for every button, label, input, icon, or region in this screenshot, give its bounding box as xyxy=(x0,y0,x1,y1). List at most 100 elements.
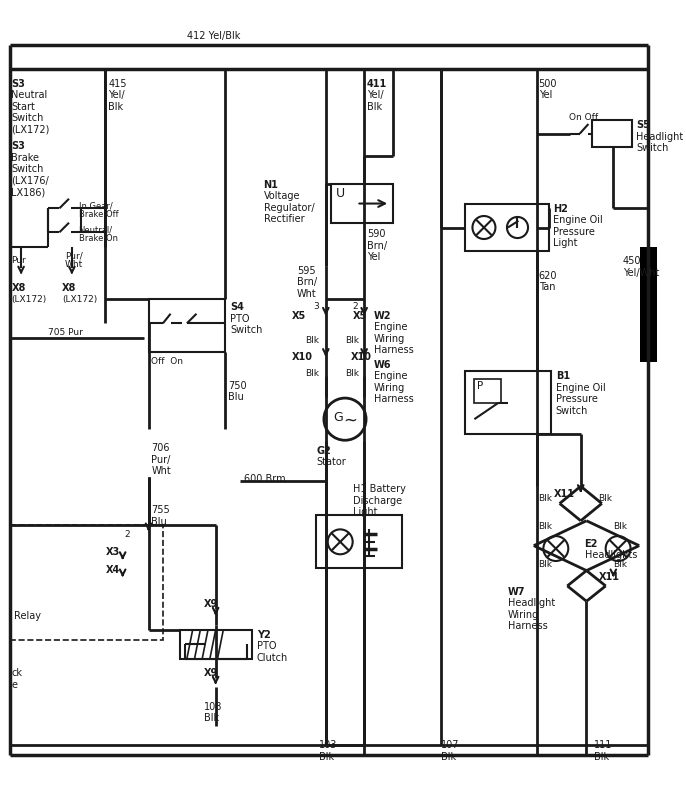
Text: Blk: Blk xyxy=(319,752,334,762)
Text: Blk: Blk xyxy=(305,336,319,345)
Text: W2: W2 xyxy=(374,311,391,321)
Text: X3: X3 xyxy=(106,546,119,557)
Text: Off  On: Off On xyxy=(152,357,183,366)
Text: Rectifier: Rectifier xyxy=(263,214,304,224)
Text: Engine: Engine xyxy=(374,371,407,382)
Text: G: G xyxy=(333,411,343,425)
Text: W7: W7 xyxy=(508,587,525,597)
Text: 415: 415 xyxy=(108,79,127,89)
Text: Harness: Harness xyxy=(374,394,414,404)
Text: Wht: Wht xyxy=(297,289,317,299)
Text: Pur/: Pur/ xyxy=(65,251,83,261)
Text: 755: 755 xyxy=(152,506,170,515)
Text: 411: 411 xyxy=(367,79,388,89)
Text: Neutral/: Neutral/ xyxy=(79,226,113,234)
Text: Headlight: Headlight xyxy=(508,598,555,608)
Text: Switch: Switch xyxy=(637,143,669,153)
Text: 450: 450 xyxy=(623,256,641,266)
Text: Blk: Blk xyxy=(594,752,609,762)
Text: Brake: Brake xyxy=(12,153,40,162)
Text: Blk: Blk xyxy=(305,370,319,378)
Text: (LX172): (LX172) xyxy=(62,294,97,303)
Text: X11: X11 xyxy=(554,489,575,499)
Text: 3: 3 xyxy=(314,302,319,311)
Text: Engine: Engine xyxy=(374,322,407,332)
Text: Harness: Harness xyxy=(508,622,547,631)
Text: Blk: Blk xyxy=(367,102,382,112)
Text: Blk: Blk xyxy=(108,102,123,112)
Text: PTO: PTO xyxy=(230,314,250,324)
Text: P: P xyxy=(477,381,484,391)
Text: Wht: Wht xyxy=(152,466,172,476)
Text: Light: Light xyxy=(553,238,578,248)
Bar xyxy=(474,379,501,403)
Text: Yel/Wht: Yel/Wht xyxy=(623,268,659,278)
Text: H2: H2 xyxy=(553,203,568,214)
Text: Brake Off: Brake Off xyxy=(79,210,118,219)
Text: LX186): LX186) xyxy=(12,187,46,198)
Bar xyxy=(180,630,252,658)
Text: Headlights: Headlights xyxy=(584,550,637,561)
Text: 2: 2 xyxy=(353,302,358,311)
Text: Engine Oil: Engine Oil xyxy=(556,382,606,393)
Text: S3: S3 xyxy=(12,79,25,89)
Text: G2: G2 xyxy=(316,446,331,456)
Bar xyxy=(465,371,551,434)
Bar xyxy=(465,203,549,251)
Text: Switch: Switch xyxy=(12,114,44,123)
Text: Tan: Tan xyxy=(539,282,555,292)
Text: Wiring: Wiring xyxy=(374,382,405,393)
Text: Brake On: Brake On xyxy=(79,234,117,243)
Text: Blu: Blu xyxy=(228,392,244,402)
Text: Switch: Switch xyxy=(230,326,262,335)
Text: 750: 750 xyxy=(228,381,247,391)
Text: Brn/: Brn/ xyxy=(367,241,387,251)
Text: Yel/: Yel/ xyxy=(367,90,383,101)
Text: X5: X5 xyxy=(353,311,367,321)
Text: Blk: Blk xyxy=(539,522,553,530)
Text: On Off: On Off xyxy=(569,113,598,122)
Text: E2: E2 xyxy=(584,539,598,549)
Text: Voltage: Voltage xyxy=(263,191,300,201)
Text: 108: 108 xyxy=(204,702,222,712)
Text: Wht: Wht xyxy=(65,260,84,269)
Text: 590: 590 xyxy=(367,230,386,239)
Bar xyxy=(331,184,393,222)
Text: Blk: Blk xyxy=(204,714,220,723)
Text: Yel: Yel xyxy=(367,253,381,262)
Text: Blu: Blu xyxy=(152,517,167,527)
Text: Blk: Blk xyxy=(441,752,456,762)
Bar xyxy=(640,246,657,362)
Text: X9: X9 xyxy=(204,668,218,678)
Text: Start: Start xyxy=(12,102,36,112)
Text: Blk: Blk xyxy=(345,370,359,378)
Text: Stator: Stator xyxy=(316,458,346,467)
Text: 600 Brm: 600 Brm xyxy=(244,474,286,484)
Text: Pressure: Pressure xyxy=(553,226,595,237)
Text: Blk: Blk xyxy=(539,494,553,503)
Text: (LX172): (LX172) xyxy=(12,294,47,303)
Text: Discharge: Discharge xyxy=(353,496,402,506)
Bar xyxy=(149,299,225,352)
Text: X11: X11 xyxy=(599,573,620,582)
Text: 412 Yel/Blk: 412 Yel/Blk xyxy=(187,31,240,41)
Text: 2: 2 xyxy=(125,530,130,539)
Text: W6: W6 xyxy=(374,360,391,370)
Text: Blk: Blk xyxy=(539,560,553,569)
Bar xyxy=(592,120,632,147)
Text: 107: 107 xyxy=(441,740,460,750)
Text: (LX176/: (LX176/ xyxy=(12,176,49,186)
Text: 595: 595 xyxy=(297,266,316,276)
Text: 620: 620 xyxy=(539,270,557,281)
Text: Pressure: Pressure xyxy=(556,394,598,404)
Text: PTO: PTO xyxy=(257,642,276,651)
Text: Light: Light xyxy=(353,507,377,518)
Text: Blk: Blk xyxy=(598,494,612,503)
Text: U: U xyxy=(335,187,344,200)
Text: Regulator/: Regulator/ xyxy=(263,202,314,213)
Text: X8: X8 xyxy=(62,283,77,293)
Text: N1: N1 xyxy=(263,179,279,190)
Bar xyxy=(10,525,163,639)
Text: X5: X5 xyxy=(292,311,307,321)
Text: ck: ck xyxy=(12,668,23,678)
